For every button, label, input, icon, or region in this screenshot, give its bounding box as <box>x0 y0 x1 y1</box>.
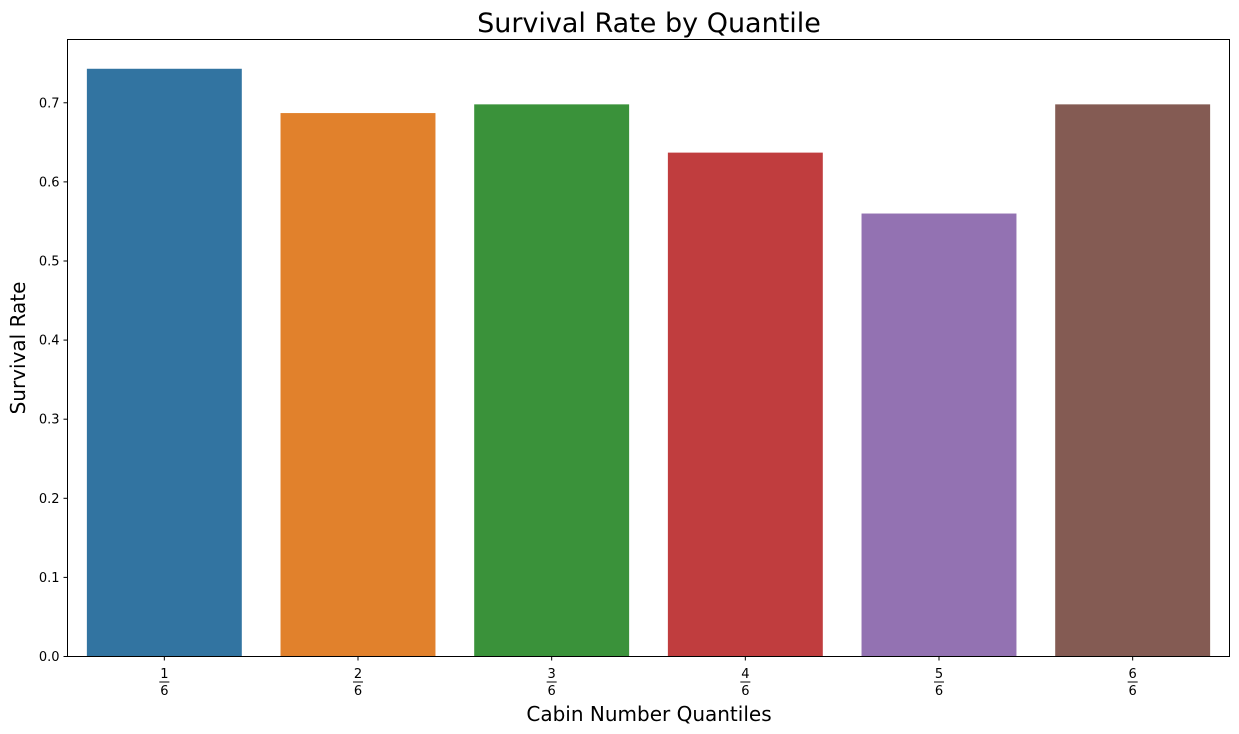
x-tick-label-denominator: 6 <box>741 684 749 699</box>
x-tick-label-denominator: 6 <box>160 684 168 699</box>
chart-title: Survival Rate by Quantile <box>477 8 821 39</box>
y-tick-label: 0.2 <box>39 492 60 507</box>
x-axis-label: Cabin Number Quantiles <box>526 702 771 726</box>
bar <box>474 104 630 657</box>
x-tick-label-numerator: 3 <box>548 667 556 682</box>
bar <box>667 152 823 657</box>
x-tick-label-denominator: 6 <box>548 684 556 699</box>
y-tick-label: 0.3 <box>39 413 60 428</box>
ticks-layer: 1 6 2 6 3 6 4 6 5 6 6 6 0.0 0.1 0.2 0.3 0.4 0.5 0.6 0.7 <box>39 96 1138 699</box>
plot-frame <box>67 39 1230 657</box>
x-tick-label-numerator: 1 <box>160 667 168 682</box>
y-tick-label: 0.5 <box>39 254 60 269</box>
bar <box>861 213 1017 657</box>
x-tick-label-denominator: 6 <box>1129 684 1137 699</box>
x-tick-label-numerator: 4 <box>741 667 749 682</box>
bars-layer <box>86 68 1211 657</box>
bar <box>280 113 436 657</box>
y-axis-label: Survival Rate <box>6 282 30 415</box>
bar <box>86 68 242 657</box>
bar <box>1055 104 1211 657</box>
x-tick-label-numerator: 2 <box>354 667 362 682</box>
y-tick-label: 0.6 <box>39 175 60 190</box>
y-tick-label: 0.1 <box>39 571 60 586</box>
x-tick-label-numerator: 6 <box>1129 667 1137 682</box>
x-tick-label-denominator: 6 <box>354 684 362 699</box>
y-tick-label: 0.0 <box>39 650 60 665</box>
x-tick-label-denominator: 6 <box>935 684 943 699</box>
x-tick-label-numerator: 5 <box>935 667 943 682</box>
y-tick-label: 0.7 <box>39 96 60 111</box>
y-tick-label: 0.4 <box>39 334 60 349</box>
